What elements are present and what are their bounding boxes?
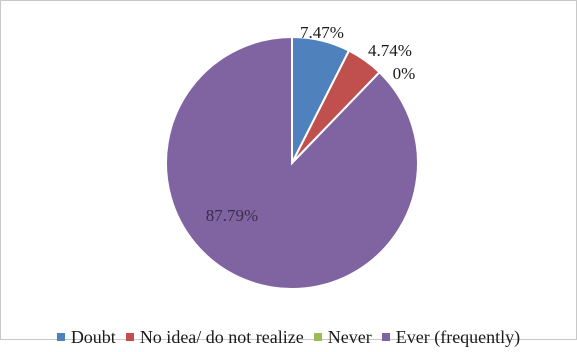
data-label-ever-frequently: 87.79% [206, 206, 258, 225]
legend-item-doubt: Doubt [56, 326, 116, 348]
legend-swatch [125, 333, 134, 341]
legend-item-ever-frequently: Ever (frequently) [381, 326, 521, 348]
legend-label: Doubt [70, 326, 116, 347]
legend-item-no-idea-do-not-realize: No idea/ do not realize [125, 326, 304, 348]
data-label-never: 0% [393, 64, 416, 83]
legend-swatch [381, 333, 390, 341]
legend-label: Never [327, 326, 372, 347]
data-label-doubt: 7.47% [300, 23, 344, 42]
pie-slice-ever-frequently [165, 35, 419, 290]
legend-label: No idea/ do not realize [139, 326, 304, 347]
pie-chart: 7.47% 4.74% 0% 87.79% [165, 23, 419, 290]
legend-swatch [56, 333, 65, 341]
legend-swatch [313, 333, 322, 341]
data-label-no-idea-do-not-realize: 4.74% [368, 41, 412, 60]
legend-label: Ever (frequently) [395, 326, 521, 347]
chart-legend: Doubt No idea/ do not realize Never Ever (f… [0, 322, 577, 352]
legend-item-never: Never [313, 326, 372, 348]
